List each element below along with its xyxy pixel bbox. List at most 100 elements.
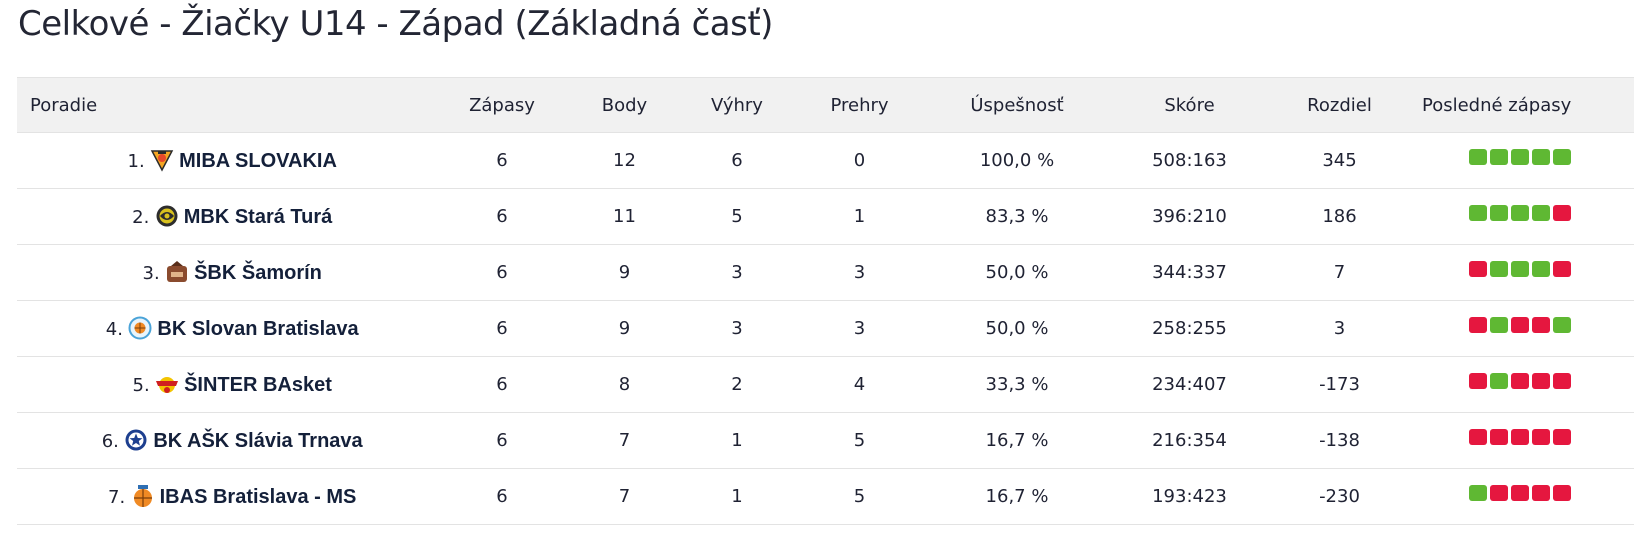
ibas-bratislava-logo-icon: [131, 484, 155, 508]
table-row[interactable]: 1. MIBA SLOVAKIA 6 12 6 0 100,0 % 508:163 345: [17, 133, 1634, 189]
difference-cell: 345: [1322, 150, 1357, 171]
win-indicator[interactable]: [1531, 260, 1550, 277]
losses-cell: 5: [853, 430, 866, 451]
loss-indicator[interactable]: [1468, 260, 1487, 277]
win-indicator[interactable]: [1489, 372, 1508, 389]
loss-indicator[interactable]: [1510, 428, 1529, 445]
wins-cell: 1: [731, 430, 743, 451]
success-rate-cell: 50,0 %: [985, 262, 1049, 283]
loss-indicator[interactable]: [1552, 428, 1571, 445]
team-cell: 3. ŠBK Šamorín: [17, 245, 442, 301]
bk-slovan-bratislava-logo-icon: [128, 316, 152, 340]
header-points[interactable]: Body: [562, 77, 687, 133]
loss-indicator[interactable]: [1531, 316, 1550, 333]
table-row[interactable]: 3. ŠBK Šamorín 6 9 3 3 50,0 % 344:337 7: [17, 245, 1634, 301]
win-indicator[interactable]: [1510, 260, 1529, 277]
wins-cell: 3: [731, 262, 743, 283]
points-cell: 9: [618, 262, 631, 283]
loss-indicator[interactable]: [1552, 484, 1571, 501]
table-row[interactable]: 5. ŠINTER BAsket 6 8 2 4 33,3 % 234:407 -173: [17, 357, 1634, 413]
win-indicator[interactable]: [1510, 148, 1529, 165]
table-row[interactable]: 7. IBAS Bratislava - MS 6 7 1 5 16,7 % 193:423 -…: [17, 469, 1634, 525]
last-games-indicators: [1468, 260, 1571, 277]
loss-indicator[interactable]: [1510, 316, 1529, 333]
score-cell: 396:210: [1152, 206, 1227, 227]
loss-indicator[interactable]: [1531, 428, 1550, 445]
rank-number: 2.: [132, 207, 150, 228]
last-games-cell: [1402, 301, 1634, 357]
success-rate-cell: 83,3 %: [985, 206, 1049, 227]
loss-indicator[interactable]: [1468, 372, 1487, 389]
wins-cell: 6: [731, 150, 743, 171]
losses-cell: 5: [853, 486, 866, 507]
loss-indicator[interactable]: [1552, 260, 1571, 277]
team-name-link[interactable]: ŠBK Šamorín: [194, 262, 322, 284]
loss-indicator[interactable]: [1531, 484, 1550, 501]
header-wins[interactable]: Výhry: [687, 77, 787, 133]
win-indicator[interactable]: [1531, 148, 1550, 165]
rank-number: 6.: [101, 431, 119, 452]
loss-indicator[interactable]: [1468, 428, 1487, 445]
difference-cell: 7: [1333, 262, 1346, 283]
last-games-indicators: [1468, 428, 1571, 445]
win-indicator[interactable]: [1531, 204, 1550, 221]
team-name-link[interactable]: ŠINTER BAsket: [184, 374, 332, 396]
games-cell: 6: [496, 486, 508, 507]
table-row[interactable]: 4. BK Slovan Bratislava 6 9 3 3 50,0 % 258:255 3: [17, 301, 1634, 357]
win-indicator[interactable]: [1489, 148, 1508, 165]
table-header-row: Poradie Zápasy Body Výhry Prehry Úspešno…: [17, 77, 1634, 133]
success-rate-cell: 50,0 %: [985, 318, 1049, 339]
win-indicator[interactable]: [1468, 148, 1487, 165]
win-indicator[interactable]: [1552, 148, 1571, 165]
loss-indicator[interactable]: [1552, 372, 1571, 389]
table-row[interactable]: 6. BK AŠK Slávia Trnava 6 7 1 5 16,7 % 216:354 -…: [17, 413, 1634, 469]
rank-number: 4.: [105, 319, 123, 340]
win-indicator[interactable]: [1468, 204, 1487, 221]
team-name-link[interactable]: MBK Stará Turá: [183, 206, 333, 228]
losses-cell: 1: [853, 206, 866, 227]
team-name-link[interactable]: BK AŠK Slávia Trnava: [153, 430, 363, 452]
team-name-link[interactable]: BK Slovan Bratislava: [157, 318, 359, 340]
points-cell: 12: [613, 150, 636, 171]
wins-cell: 3: [731, 318, 743, 339]
losses-cell: 3: [853, 318, 866, 339]
team-cell: 5. ŠINTER BAsket: [17, 357, 442, 413]
header-rank[interactable]: Poradie: [17, 77, 442, 133]
header-score[interactable]: Skóre: [1102, 77, 1277, 133]
loss-indicator[interactable]: [1531, 372, 1550, 389]
team-cell: 2. MBK Stará Turá: [17, 189, 442, 245]
last-games-indicators: [1468, 204, 1571, 221]
wins-cell: 5: [731, 206, 743, 227]
standings-table: Poradie Zápasy Body Výhry Prehry Úspešno…: [17, 77, 1634, 525]
games-cell: 6: [496, 262, 508, 283]
success-rate-cell: 16,7 %: [985, 430, 1049, 451]
header-difference[interactable]: Rozdiel: [1277, 77, 1402, 133]
team-name-link[interactable]: IBAS Bratislava - MS: [159, 486, 357, 508]
header-losses[interactable]: Prehry: [787, 77, 932, 133]
win-indicator[interactable]: [1510, 204, 1529, 221]
loss-indicator[interactable]: [1510, 372, 1529, 389]
loss-indicator[interactable]: [1489, 428, 1508, 445]
win-indicator[interactable]: [1489, 260, 1508, 277]
score-cell: 216:354: [1152, 430, 1227, 451]
success-rate-cell: 33,3 %: [985, 374, 1049, 395]
win-indicator[interactable]: [1489, 204, 1508, 221]
loss-indicator[interactable]: [1489, 484, 1508, 501]
win-indicator[interactable]: [1552, 316, 1571, 333]
losses-cell: 4: [853, 374, 866, 395]
score-cell: 234:407: [1152, 374, 1227, 395]
difference-cell: -230: [1319, 486, 1360, 507]
miba-slovakia-logo-icon: [150, 148, 174, 172]
loss-indicator[interactable]: [1510, 484, 1529, 501]
header-success-rate[interactable]: Úspešnosť: [932, 77, 1102, 133]
loss-indicator[interactable]: [1552, 204, 1571, 221]
win-indicator[interactable]: [1489, 316, 1508, 333]
table-row[interactable]: 2. MBK Stará Turá 6 11 5 1 83,3 % 396:210 186: [17, 189, 1634, 245]
difference-cell: -173: [1319, 374, 1360, 395]
header-games[interactable]: Zápasy: [442, 77, 562, 133]
win-indicator[interactable]: [1468, 484, 1487, 501]
points-cell: 8: [618, 374, 631, 395]
team-name-link[interactable]: MIBA SLOVAKIA: [179, 150, 337, 172]
rank-number: 3.: [142, 263, 160, 284]
loss-indicator[interactable]: [1468, 316, 1487, 333]
